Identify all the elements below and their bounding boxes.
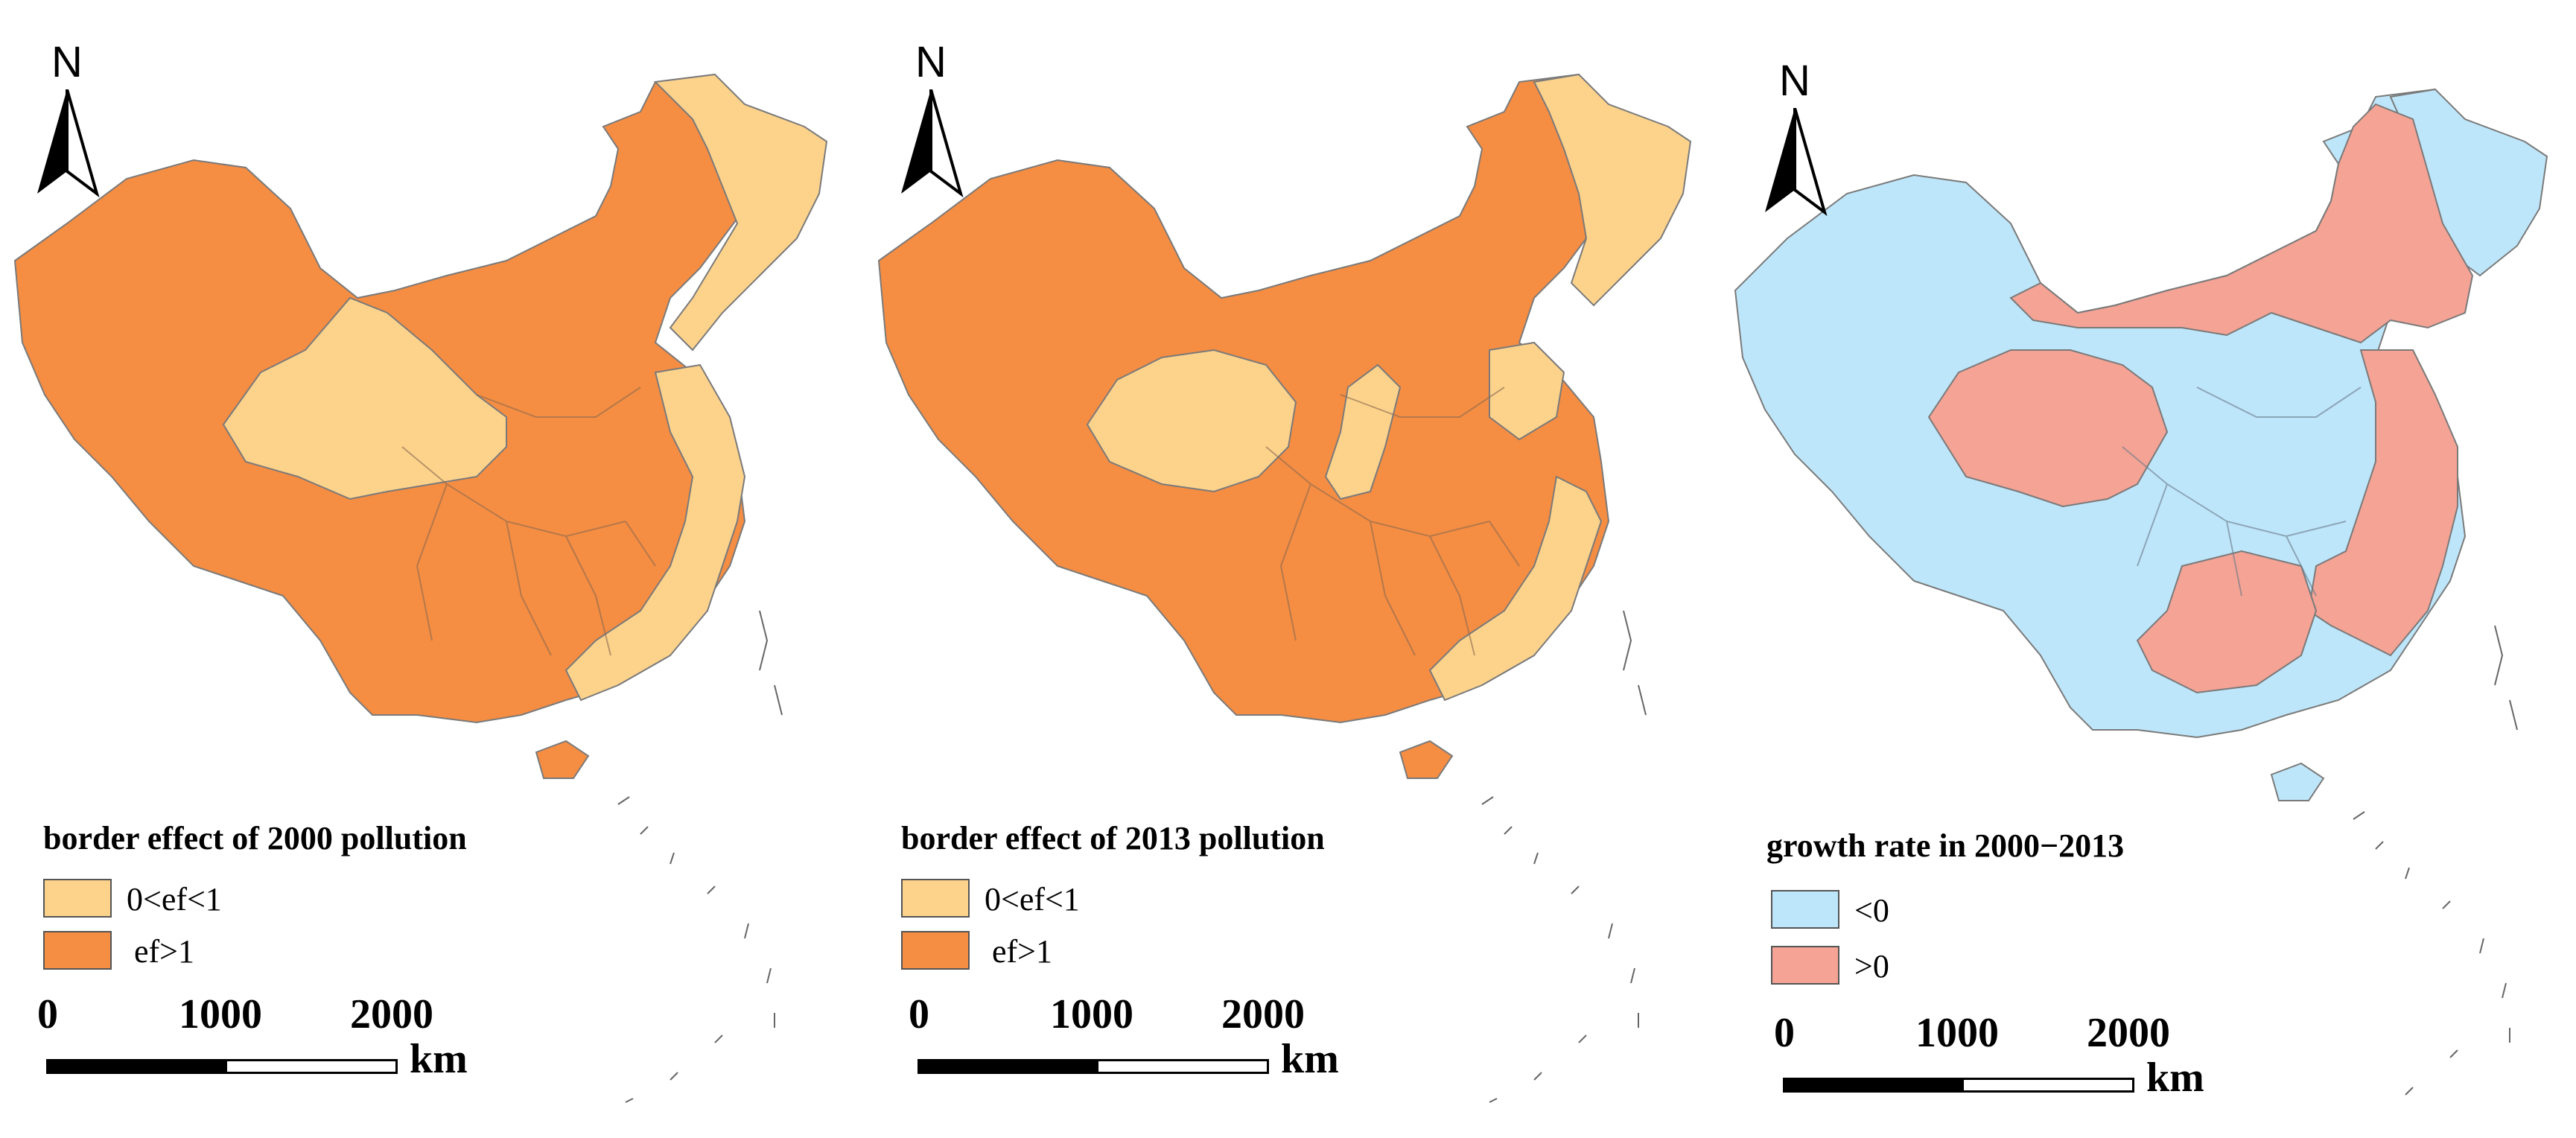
province-boundaries xyxy=(401,387,656,656)
region-eastcoast xyxy=(565,363,746,702)
region-northeast xyxy=(1533,73,1692,307)
legend-swatch xyxy=(1771,946,1839,985)
scale-bar: 0 1000 2000 km xyxy=(1774,1009,2236,1113)
north-arrow: N xyxy=(1758,56,1832,220)
region-north-positive xyxy=(2009,103,2474,344)
map-panel-2013: N border effect of 2013 pollution 0<ef<1… xyxy=(864,0,1713,1138)
legend-label: <0 xyxy=(1854,892,1889,929)
region-hainan xyxy=(535,740,590,779)
scale-segment-black xyxy=(46,1059,225,1074)
china-map-2013 xyxy=(877,73,1692,1103)
legend-label: >0 xyxy=(1854,948,1889,985)
china-map-2000 xyxy=(13,73,828,1103)
region-hainan xyxy=(1399,740,1454,779)
region-qinghai xyxy=(222,296,507,500)
legend-swatch xyxy=(43,879,112,918)
legend-swatch xyxy=(1771,890,1839,929)
north-arrow-icon xyxy=(37,89,100,198)
legend-swatch xyxy=(901,931,970,970)
scale-segment-black xyxy=(917,1059,1096,1074)
scale-tick-2000: 2000 xyxy=(1221,991,1305,1037)
north-arrow: N xyxy=(30,37,104,201)
legend-label: 0<ef<1 xyxy=(985,881,1080,918)
scale-bar: 0 1000 2000 km xyxy=(37,991,499,1095)
scale-segment-white xyxy=(225,1059,398,1074)
scale-tick-1000: 1000 xyxy=(179,991,262,1037)
scale-bar: 0 1000 2000 km xyxy=(909,991,1370,1095)
map-panel-2000: N border effect of 2000 pollution 0<ef<1… xyxy=(0,0,849,1138)
region-hainan xyxy=(2270,762,2325,801)
scale-unit: km xyxy=(1281,1036,1339,1082)
south-sea-islands xyxy=(617,610,783,1103)
scale-tick-0: 0 xyxy=(909,991,929,1037)
scale-unit: km xyxy=(410,1036,468,1082)
legend-title: border effect of 2013 pollution xyxy=(901,820,1325,856)
legend-title: growth rate in 2000−2013 xyxy=(1766,827,2125,864)
region-south-positive xyxy=(2136,550,2318,694)
china-map-growth xyxy=(1734,88,2548,1096)
region-eastcoast xyxy=(1428,475,1603,702)
south-sea-islands xyxy=(1481,610,1647,1103)
scale-segment-white xyxy=(1962,1078,2134,1093)
north-label: N xyxy=(1779,57,1810,105)
north-arrow-icon xyxy=(1765,108,1828,217)
north-label: N xyxy=(915,38,947,86)
north-arrow-icon xyxy=(901,89,964,198)
south-sea-islands xyxy=(2353,625,2518,1096)
north-arrow: N xyxy=(894,37,968,201)
scale-unit: km xyxy=(2146,1055,2204,1101)
scale-tick-1000: 1000 xyxy=(1915,1010,1999,1056)
province-boundaries xyxy=(2122,387,2362,597)
map-panel-growth: N growth rate in 2000−2013 <0 >0 0 1000 … xyxy=(1720,0,2569,1138)
legend-title: border effect of 2000 pollution xyxy=(43,820,467,856)
scale-tick-2000: 2000 xyxy=(2087,1010,2170,1056)
legend-swatch xyxy=(43,931,112,970)
scale-tick-1000: 1000 xyxy=(1050,991,1133,1037)
scale-segment-black xyxy=(1783,1078,1962,1093)
north-label: N xyxy=(51,38,83,86)
province-boundaries xyxy=(1265,387,1520,656)
region-northeast xyxy=(653,73,828,352)
region-central-light xyxy=(1324,363,1402,500)
legend-label: 0<ef<1 xyxy=(127,881,222,918)
region-west-positive xyxy=(1927,349,2169,508)
scale-segment-white xyxy=(1096,1059,1269,1074)
legend-label: ef>1 xyxy=(134,933,194,970)
legend-swatch xyxy=(901,879,970,918)
scale-tick-0: 0 xyxy=(1774,1010,1795,1056)
region-shandong xyxy=(1489,341,1565,441)
region-east-positive xyxy=(2307,349,2458,657)
legend-label: ef>1 xyxy=(992,933,1052,970)
scale-tick-2000: 2000 xyxy=(350,991,433,1037)
region-qinghai xyxy=(1086,349,1297,493)
scale-tick-0: 0 xyxy=(37,991,58,1037)
